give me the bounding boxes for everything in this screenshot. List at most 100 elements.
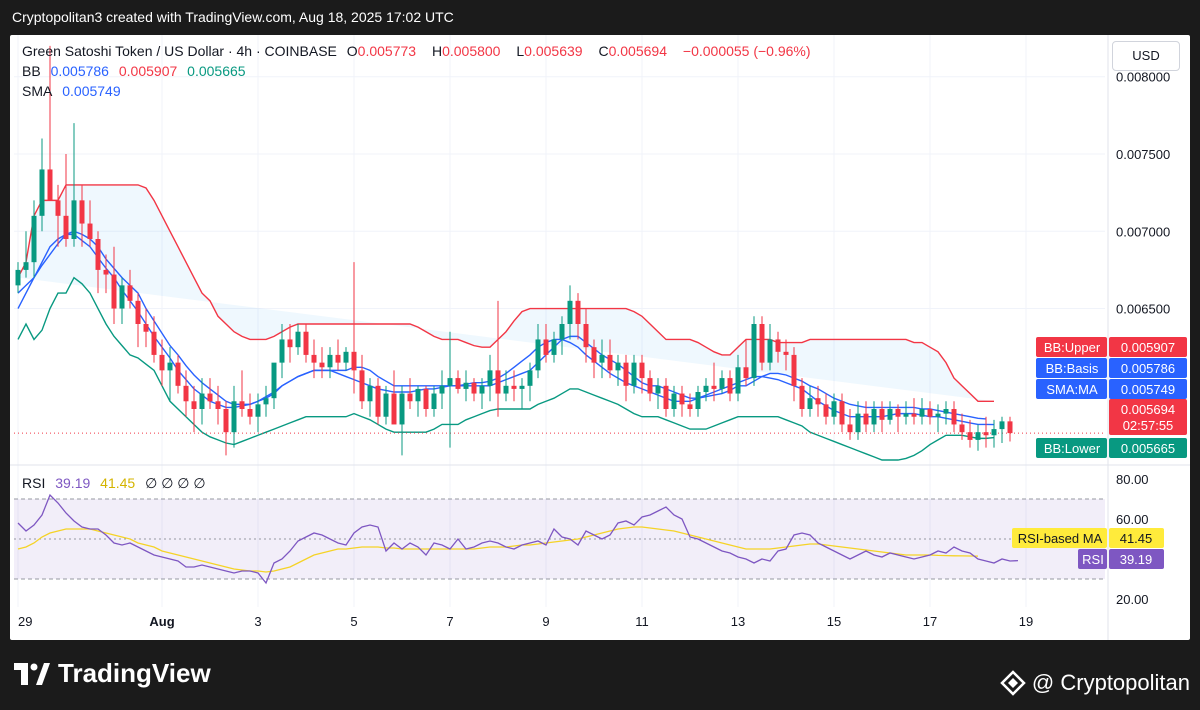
candle-body — [623, 362, 629, 386]
candle-body — [335, 354, 341, 363]
candle-body — [519, 385, 525, 389]
legend-change: −0.000055 (−0.96%) — [682, 43, 811, 59]
legend-bb-basis: 0.005786 — [50, 63, 109, 79]
legend-bb: BB 0.005786 0.005907 0.005665 — [22, 63, 252, 79]
candle-body — [327, 354, 333, 368]
candle-body — [447, 378, 453, 386]
chart-canvas[interactable]: 0.008000 0.007500 0.007000 0.006500 80.00 60.… — [10, 35, 1190, 640]
candle-body — [951, 409, 957, 425]
time-tick-label: 17 — [923, 614, 937, 629]
candle-body — [543, 339, 549, 355]
bb-basis-line — [17, 230, 987, 420]
rsi-line — [17, 493, 1019, 585]
candle-body — [671, 393, 677, 409]
rsi-ma-tag: RSI-based MA 41.45 — [1012, 528, 1164, 548]
candle-body — [895, 409, 901, 417]
candle-body — [167, 362, 173, 371]
candle-body — [63, 215, 69, 239]
candle-body — [343, 351, 349, 363]
candle-body — [359, 370, 365, 402]
legend-open-label: O — [346, 43, 358, 59]
chart-header: Cryptopolitan3 created with TradingView.… — [0, 0, 1200, 35]
time-tick-label: 15 — [827, 614, 841, 629]
bb-lower-tag-label-box — [1036, 438, 1107, 458]
candle-body — [367, 385, 373, 402]
candle-body — [311, 354, 317, 363]
time-tick-label: 13 — [731, 614, 745, 629]
price-tick-label: 0.007500 — [1116, 147, 1170, 162]
legend-high-value: 0.005800 — [442, 43, 501, 59]
legend-high: H0.005800 — [432, 43, 507, 59]
legend-sma-label: SMA — [22, 83, 53, 99]
candle-body — [999, 421, 1005, 430]
candle-body — [847, 424, 853, 433]
time-tick-label: 19 — [1019, 614, 1033, 629]
rsi-tick-label: 20.00 — [1116, 592, 1149, 607]
currency-button[interactable]: USD — [1112, 41, 1180, 71]
candle-body — [279, 339, 285, 363]
candle-body — [839, 401, 845, 425]
candle-body — [415, 388, 421, 402]
candle-body — [231, 401, 237, 433]
footer: TradingView @ Cryptopolitan — [0, 640, 1200, 710]
candle-body — [599, 354, 605, 363]
candle-body — [511, 385, 517, 389]
candle-body — [575, 300, 581, 324]
candle-body — [71, 200, 77, 239]
legend-low-label: L — [516, 43, 525, 59]
candle-body — [127, 285, 133, 301]
candle-body — [223, 409, 229, 433]
candle-body — [751, 324, 757, 379]
cryptopolitan-diamond-icon — [1000, 670, 1026, 696]
last-price-tag-value-box — [1109, 399, 1187, 435]
candle-body — [23, 262, 29, 270]
candle-body — [263, 398, 269, 405]
last-price-tag-value: 0.005694 — [1121, 402, 1175, 417]
bb-upper-tag-value-box — [1109, 337, 1187, 357]
candle-body — [703, 385, 709, 392]
time-tick-label: Aug — [149, 614, 174, 629]
legend-low: L0.005639 — [516, 43, 588, 59]
cryptopolitan-brand: @ Cryptopolitan — [1031, 670, 1190, 695]
time-tick-label: 3 — [254, 614, 261, 629]
sma-tag-label: SMA:MA — [1046, 382, 1098, 397]
candle-body — [607, 354, 613, 371]
bb-upper-tag: BB:Upper 0.005907 — [1036, 337, 1187, 357]
candle-body — [983, 432, 989, 436]
candle-body — [471, 382, 477, 394]
chart-panel[interactable]: 0.008000 0.007500 0.007000 0.006500 80.00 60.… — [10, 35, 1190, 640]
legend-rsi-label: RSI — [22, 475, 46, 491]
candle-body — [639, 362, 645, 379]
bb-lower-line — [17, 276, 995, 461]
last-price-tag-countdown: 02:57:55 — [1123, 418, 1174, 433]
candle-body — [439, 385, 445, 394]
candle-body — [287, 339, 293, 348]
bb-upper-tag-label-box — [1036, 337, 1107, 357]
legend-rsi-value: 39.19 — [55, 475, 91, 491]
rsi-ma-tag-label: RSI-based MA — [1018, 531, 1103, 546]
candle-body — [927, 409, 933, 417]
time-tick-label: 11 — [635, 614, 649, 629]
candle-body — [823, 404, 829, 417]
legend-rsi-extra: ∅ ∅ ∅ ∅ — [145, 475, 206, 491]
candle-body — [431, 393, 437, 409]
candle-body — [799, 385, 805, 409]
legend-close-label: C — [598, 43, 609, 59]
candle-body — [247, 409, 253, 417]
rsi-ma-tag-value: 41.45 — [1120, 531, 1153, 546]
tradingview-logo[interactable]: TradingView — [14, 658, 211, 689]
candle-body — [783, 351, 789, 355]
candle-body — [495, 370, 501, 394]
candle-body — [759, 324, 765, 363]
candle-body — [151, 331, 157, 355]
candle-body — [479, 385, 485, 394]
candle-body — [655, 385, 661, 394]
candle-body — [199, 393, 205, 409]
rsi-tag-value: 39.19 — [1120, 552, 1153, 567]
bb-basis-tag: BB:Basis 0.005786 — [1036, 358, 1187, 378]
candle-body — [303, 331, 309, 355]
legend-bb-upper: 0.005907 — [118, 63, 178, 79]
candle-body — [423, 388, 429, 409]
candle-body — [919, 409, 925, 417]
candle-body — [239, 401, 245, 409]
